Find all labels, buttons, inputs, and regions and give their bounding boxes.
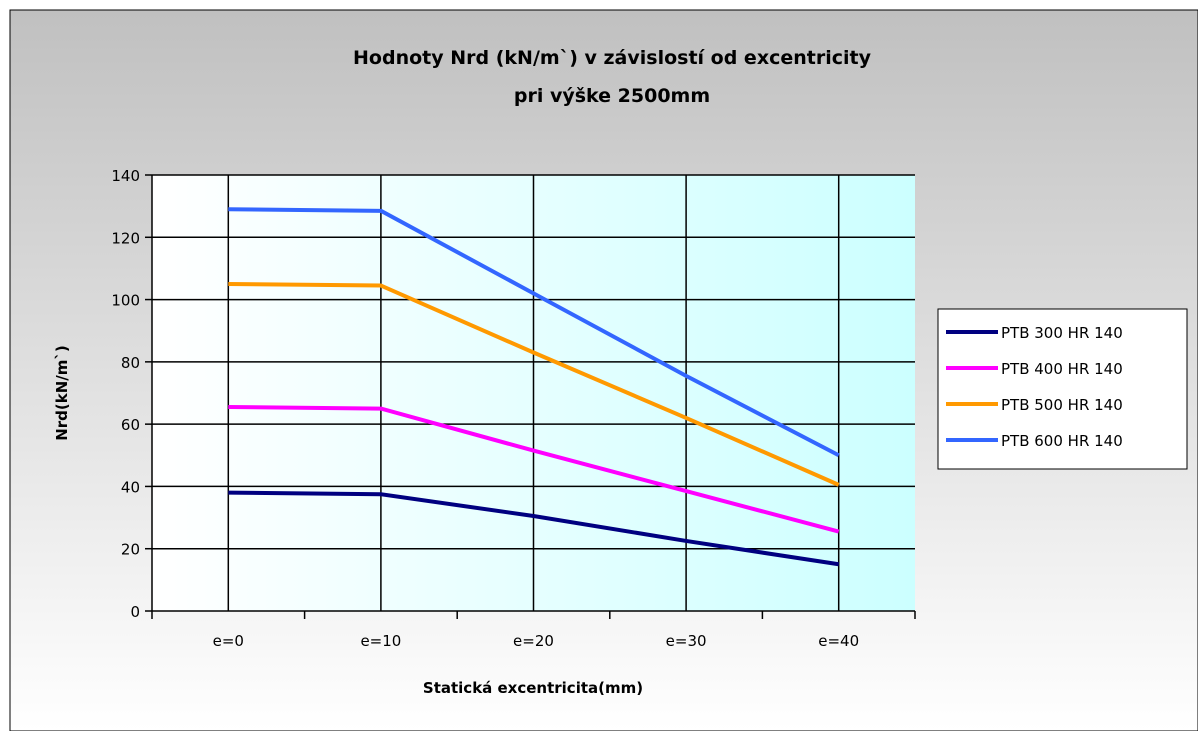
y-tick-label: 40 (121, 478, 140, 496)
x-tick-label: e=20 (513, 632, 554, 650)
y-tick-label: 100 (111, 292, 140, 310)
chart-title: Hodnoty Nrd (kN/m`) v závislostí od exce… (353, 47, 872, 69)
y-tick-label: 80 (121, 354, 140, 372)
x-tick-label: e=30 (666, 632, 707, 650)
x-axis-title: Statická excentricita(mm) (423, 679, 643, 697)
y-tick-label: 140 (111, 167, 140, 185)
chart-subtitle: pri výške 2500mm (514, 85, 710, 107)
y-tick-label: 120 (111, 229, 140, 247)
legend-label: PTB 600 HR 140 (1001, 432, 1123, 450)
grid-lines (152, 174, 915, 611)
y-tick-label: 60 (121, 416, 140, 434)
x-tick-label: e=0 (213, 632, 244, 650)
series-lines (228, 207, 840, 567)
legend-box (937, 308, 1188, 470)
x-tick-label: e=10 (360, 632, 401, 650)
x-tick-label: e=40 (818, 632, 859, 650)
series-line (228, 405, 840, 534)
legend-label: PTB 400 HR 140 (1001, 360, 1123, 378)
series-line (228, 490, 840, 567)
y-axis-title: Nrd(kN/m`) (53, 345, 71, 441)
legend-label: PTB 500 HR 140 (1001, 396, 1123, 414)
axes: 0 20 40 60 80 100 120 140 e=0 e=10 e=20 e=30 e=40 (111, 167, 916, 650)
legend-label: PTB 300 HR 140 (1001, 324, 1123, 342)
series-line (228, 207, 840, 458)
y-tick-label: 20 (121, 541, 140, 559)
series-line (228, 282, 840, 487)
legend: PTB 300 HR 140 PTB 400 HR 140 PTB 500 HR 1… (937, 308, 1188, 470)
y-tick-label: 0 (130, 603, 140, 621)
